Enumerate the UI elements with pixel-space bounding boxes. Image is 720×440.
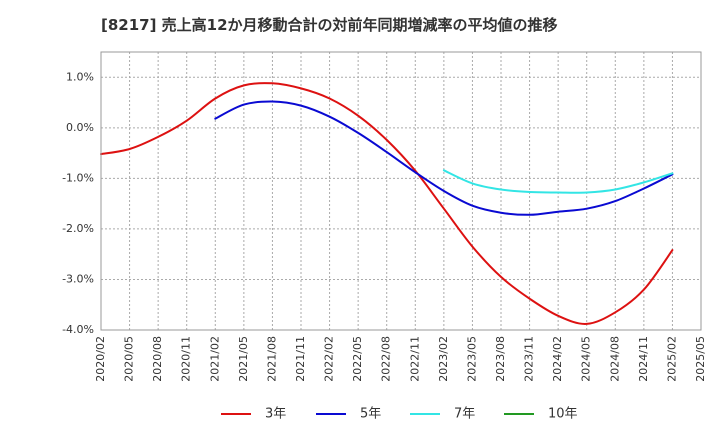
x-tick-label: 2020/02 [94, 336, 107, 382]
series-lines [100, 82, 674, 325]
legend: 3年 5年 7年 10年 [221, 407, 578, 422]
x-tick-label: 2020/11 [180, 336, 193, 382]
x-tick-label: 2023/11 [523, 336, 536, 382]
x-tick-label: 2025/02 [665, 336, 678, 382]
x-tick-label: 2023/08 [494, 336, 507, 382]
x-tick-label: 2024/02 [551, 336, 564, 382]
x-tick-label: 2021/08 [265, 336, 278, 382]
x-tick-label: 2023/02 [437, 336, 450, 382]
x-tick-label: 2021/11 [294, 336, 307, 382]
x-tick-label: 2023/05 [465, 336, 478, 382]
x-axis: 2020/02 2020/05 2020/08 2020/11 2021/02 2021/… [94, 336, 707, 382]
x-tick-label: 2020/08 [151, 336, 164, 382]
chart-title: [8217] 売上高12か月移動合計の対前年同期増減率の平均値の推移 [101, 16, 558, 34]
grid [101, 52, 701, 330]
x-tick-label: 2022/08 [380, 336, 393, 382]
plot-frame [100, 51, 702, 331]
y-tick-label: 0.0% [66, 121, 94, 134]
y-tick-label: -3.0% [62, 272, 94, 285]
legend-label: 10年 [548, 407, 578, 422]
x-tick-label: 2022/02 [323, 336, 336, 382]
y-tick-label: 1.0% [66, 70, 94, 83]
x-tick-label: 2025/05 [694, 336, 707, 382]
x-tick-label: 2020/05 [123, 336, 136, 382]
legend-label: 3年 [265, 407, 286, 422]
series-line-2 [214, 100, 674, 216]
x-tick-label: 2021/05 [237, 336, 250, 382]
legend-label: 7年 [454, 407, 475, 422]
y-tick-label: -2.0% [62, 222, 94, 235]
x-tick-label: 2022/05 [351, 336, 364, 382]
x-tick-label: 2024/11 [637, 336, 650, 382]
x-tick-label: 2022/11 [408, 336, 421, 382]
y-tick-label: -1.0% [62, 171, 94, 184]
series-line-1 [100, 82, 674, 325]
x-tick-label: 2024/05 [580, 336, 593, 382]
series-line-3 [442, 169, 674, 194]
y-tick-label: -4.0% [62, 323, 94, 336]
x-tick-label: 2024/08 [608, 336, 621, 382]
y-axis: 1.0% 0.0% -1.0% -2.0% -3.0% -4.0% [62, 70, 94, 336]
legend-label: 5年 [360, 407, 381, 422]
x-tick-label: 2021/02 [208, 336, 221, 382]
